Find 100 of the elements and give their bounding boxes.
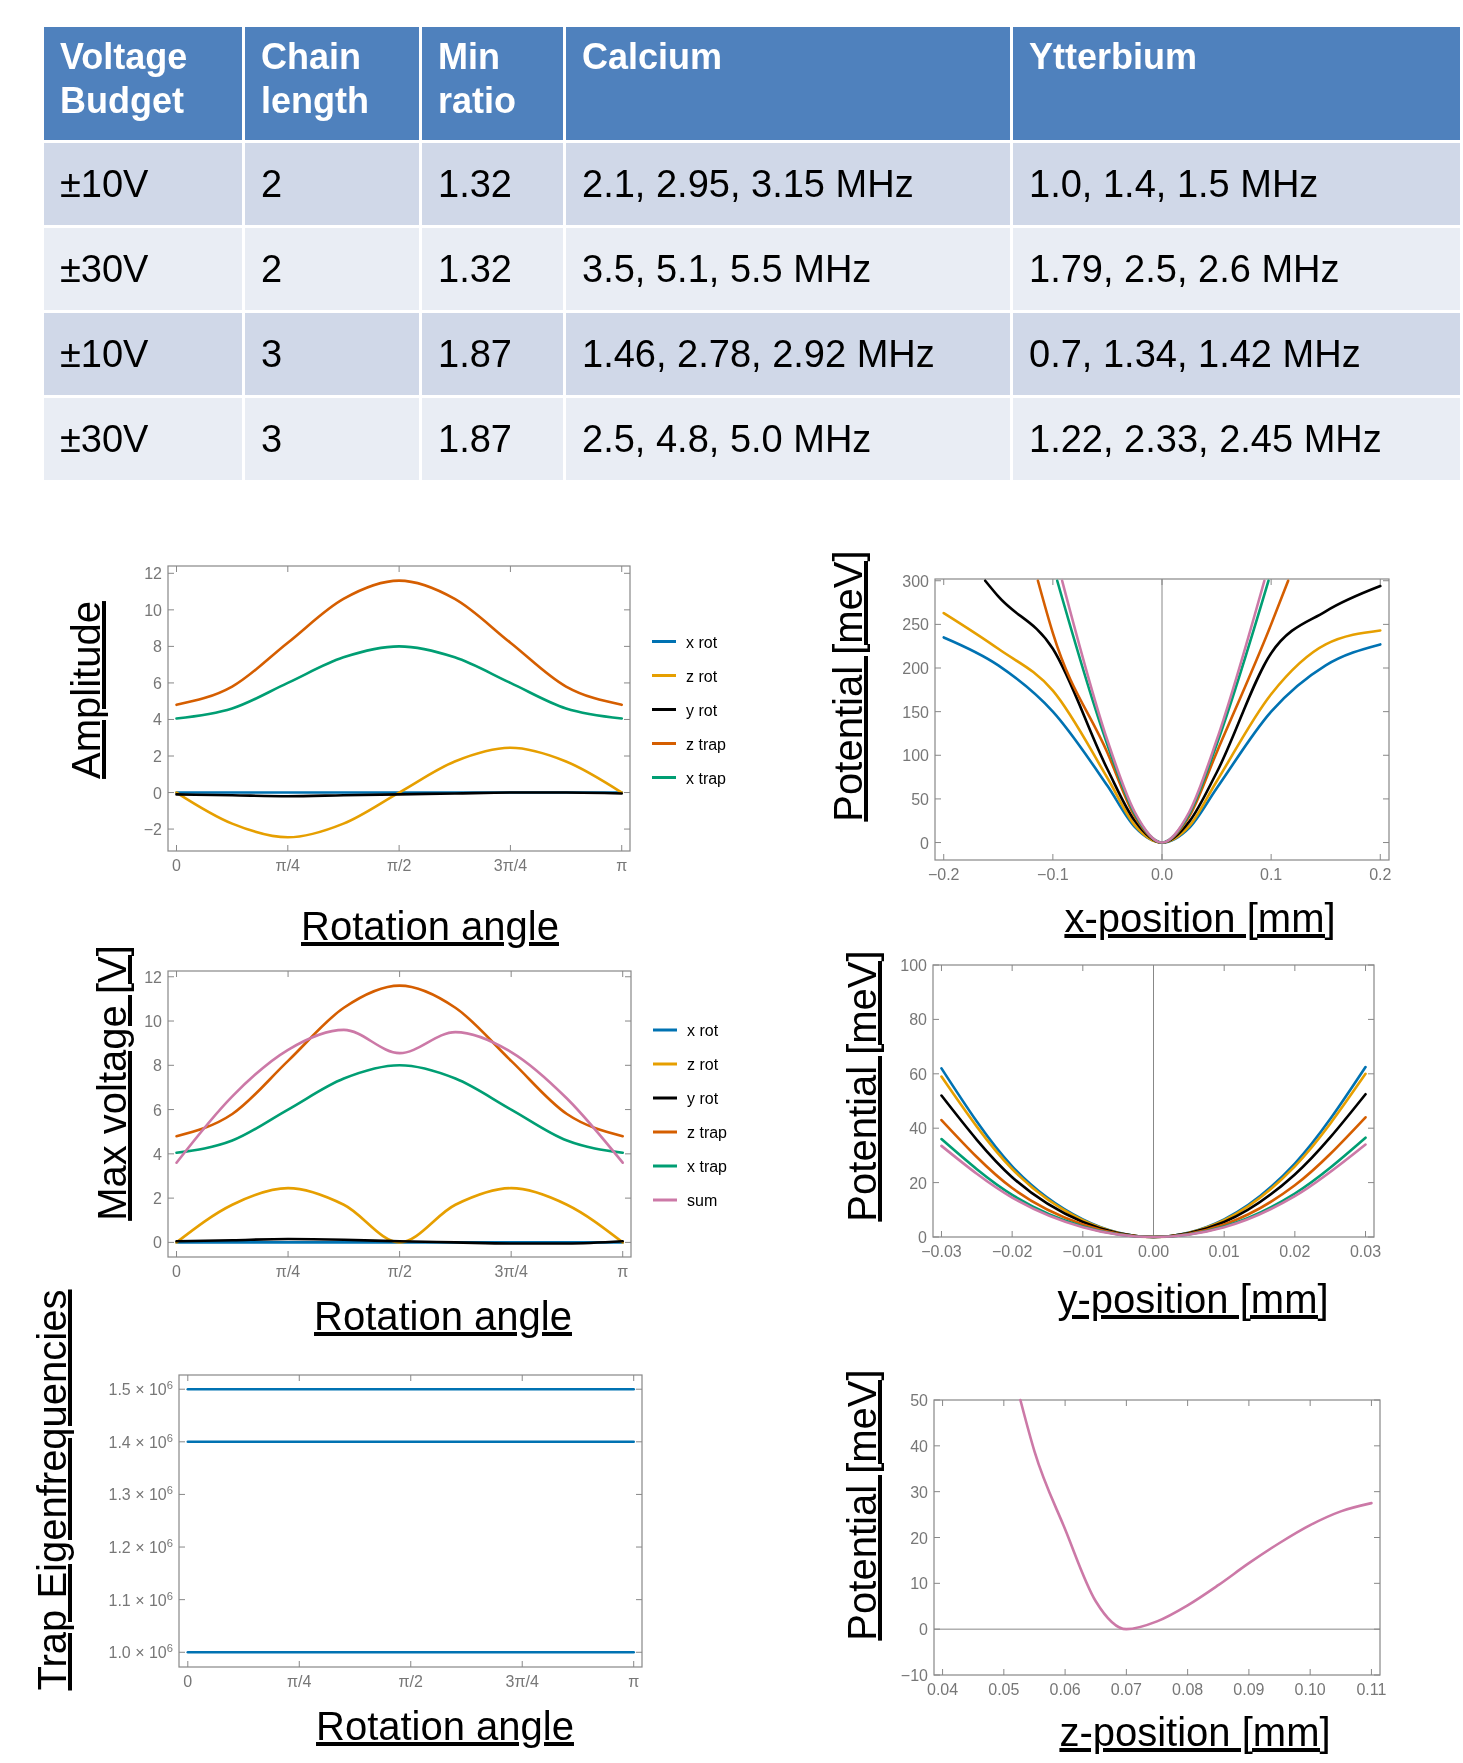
y-tick-label: 20 — [909, 1174, 928, 1192]
y-tick-label: 0 — [153, 784, 163, 802]
y-tick-label: 100 — [902, 747, 930, 765]
y-axis-title: Potential [meV] — [840, 1369, 884, 1641]
text: 3 — [261, 418, 283, 460]
x-tick-label: π/4 — [275, 1263, 301, 1280]
y-tick-label: 30 — [910, 1483, 929, 1501]
y-tick-label: 2 — [153, 748, 163, 765]
y-tick-label: 1.1 × 10$^{6}$ — [108, 1589, 173, 1609]
x-tick-label: −0.01 — [1062, 1243, 1104, 1260]
x-tick-label: π/4 — [275, 857, 301, 874]
text: ±30V — [60, 248, 149, 290]
text: 1.32 — [438, 248, 512, 290]
text: 2 — [261, 163, 283, 205]
text: 1.79, 2.5, 2.6 MHz — [1029, 248, 1340, 290]
y-tick-label: 300 — [902, 572, 930, 590]
x-tick-label: 3π/4 — [493, 857, 528, 874]
y-tick-label: 20 — [910, 1529, 929, 1547]
x-tick-label: 0.09 — [1233, 1681, 1265, 1698]
y-tick-label: 1.2 × 10$^{6}$ — [108, 1537, 173, 1557]
y-tick-label: 50 — [911, 790, 930, 808]
text: 1.0, 1.4, 1.5 MHz — [1029, 163, 1319, 205]
x-tick-label: 0.00 — [1137, 1243, 1170, 1260]
y-axis-title: Potential [meV] — [840, 950, 884, 1222]
y-tick-label: 8 — [153, 638, 163, 656]
y-tick-label: −10 — [900, 1667, 929, 1684]
y-tick-label: 100 — [900, 957, 928, 974]
y-axis-title: Trap Eigenfrequencies — [30, 1289, 74, 1691]
x-tick-label: 0.1 — [1260, 866, 1283, 883]
x-tick-label: 0.03 — [1349, 1243, 1382, 1260]
text: 1.87 — [438, 333, 512, 375]
text: 2 — [261, 248, 283, 290]
y-tick-label: 0 — [920, 834, 930, 852]
x-tick-label: 3π/4 — [505, 1673, 539, 1690]
y-tick-label: 12 — [144, 968, 163, 986]
text: ±10V — [60, 163, 149, 205]
legend-label: z trap — [686, 735, 727, 753]
x-tick-label: 0.10 — [1294, 1681, 1326, 1698]
y-tick-label: −2 — [143, 821, 163, 839]
x-axis-title: y-position [mm] — [1057, 1277, 1329, 1321]
x-tick-label: π — [616, 857, 628, 874]
x-tick-label: π/2 — [386, 857, 412, 874]
category-label: Min ratio — [438, 36, 517, 121]
x-tick-label: 0.06 — [1049, 1681, 1081, 1698]
legend-label: x trap — [686, 769, 727, 787]
x-tick-label: −0.2 — [927, 866, 960, 883]
y-tick-label: 0 — [918, 1229, 928, 1246]
text: 1.87 — [438, 418, 512, 460]
x-axis-title: Rotation angle — [301, 904, 559, 948]
text: 1.22, 2.33, 2.45 MHz — [1029, 418, 1382, 460]
legend-label: x rot — [687, 1022, 719, 1039]
y-tick-label: 250 — [902, 616, 930, 634]
x-axis-title: x-position [mm] — [1064, 896, 1336, 940]
x-tick-label: 0.08 — [1172, 1681, 1204, 1698]
x-tick-label: 0 — [183, 1673, 193, 1690]
text: ±10V — [60, 333, 149, 375]
text: 2.1, 2.95, 3.15 MHz — [582, 163, 914, 205]
y-tick-label: 1.3 × 10$^{6}$ — [108, 1484, 173, 1504]
y-tick-label: 150 — [902, 703, 930, 721]
y-axis-title: Potential [meV] — [826, 550, 870, 822]
y-tick-label: 8 — [153, 1057, 163, 1075]
x-tick-label: π/2 — [398, 1673, 424, 1690]
y-tick-label: 6 — [153, 674, 163, 692]
x-tick-label: 0.05 — [988, 1681, 1020, 1698]
y-tick-label: 1.5 × 10$^{6}$ — [108, 1379, 173, 1399]
x-tick-label: −0.02 — [991, 1243, 1033, 1260]
x-axis-title: Rotation angle — [316, 1704, 574, 1748]
x-tick-label: 0.04 — [927, 1681, 959, 1698]
text: 0.7, 1.34, 1.42 MHz — [1029, 333, 1361, 375]
legend-label: z rot — [687, 1056, 719, 1073]
x-tick-label: 0.0 — [1150, 866, 1174, 883]
x-axis-title: Rotation angle — [314, 1294, 572, 1338]
y-tick-label: 4 — [153, 1145, 163, 1163]
text: 2.5, 4.8, 5.0 MHz — [582, 418, 872, 460]
y-tick-label: 80 — [909, 1011, 928, 1029]
y-tick-label: 4 — [153, 711, 163, 729]
text: 3 — [261, 333, 283, 375]
y-tick-label: 1.0 × 10$^{6}$ — [108, 1642, 173, 1662]
y-tick-label: 2 — [153, 1190, 163, 1208]
category-label: Ytterbium — [1029, 36, 1198, 77]
category-label: Calcium — [582, 36, 723, 77]
y-tick-label: 0 — [919, 1621, 929, 1639]
y-axis-title: Max voltage [V] — [90, 945, 134, 1221]
text: 1.32 — [438, 163, 512, 205]
y-tick-label: 60 — [909, 1065, 928, 1083]
x-tick-label: 0.02 — [1279, 1243, 1311, 1260]
x-tick-label: 0.01 — [1208, 1243, 1240, 1260]
y-tick-label: 10 — [144, 601, 163, 619]
x-tick-label: π — [617, 1263, 629, 1280]
x-tick-label: π — [628, 1673, 640, 1690]
category-label: Voltage Budget — [60, 36, 188, 121]
y-tick-label: 50 — [910, 1392, 929, 1409]
legend-label: z rot — [686, 667, 718, 685]
y-axis-title: Amplitude — [64, 601, 108, 779]
x-tick-label: −0.1 — [1037, 866, 1069, 883]
x-tick-label: π/4 — [287, 1673, 312, 1690]
x-tick-label: 0.07 — [1110, 1681, 1143, 1698]
x-tick-label: −0.03 — [921, 1243, 962, 1260]
y-tick-label: 200 — [902, 660, 930, 678]
y-tick-label: 1.4 × 10$^{6}$ — [108, 1431, 173, 1451]
